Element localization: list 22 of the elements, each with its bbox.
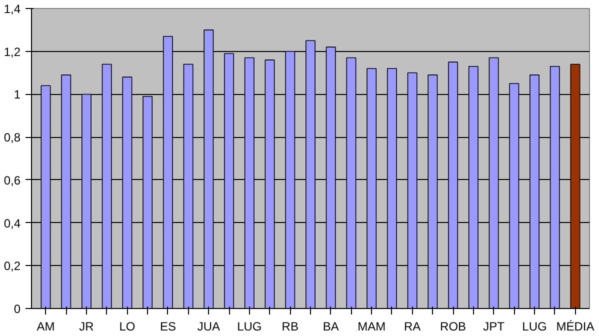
y-tick-label: 0 — [14, 302, 21, 316]
x-tick-label: JPT — [483, 320, 506, 334]
y-tick-label: 0,4 — [4, 216, 21, 230]
x-tick-label: MAM — [358, 320, 386, 334]
x-tick-label: RA — [404, 320, 421, 334]
y-tick-label: 1,2 — [4, 44, 21, 59]
x-tick-label: JR — [79, 320, 94, 334]
x-tick-label: MÉDIA — [556, 320, 594, 334]
x-tick-label: ROB — [440, 320, 466, 334]
x-tick-label: JUA — [197, 320, 220, 334]
x-tick-label: BA — [322, 320, 339, 334]
y-tick-label: 0,6 — [4, 173, 21, 188]
x-tick-label: LUG — [522, 320, 547, 334]
x-tick-label: LO — [119, 320, 136, 334]
x-tick-label: LUG — [237, 320, 262, 334]
y-tick-label: 1,4 — [4, 2, 21, 16]
y-tick-label: 0,8 — [4, 130, 21, 145]
x-tick-label: AM — [36, 320, 55, 334]
y-tick-label: 1 — [14, 88, 21, 102]
y-tick-label: 0,2 — [4, 259, 21, 274]
x-tick-label: ES — [160, 320, 176, 334]
x-tick-label: RB — [282, 320, 298, 334]
